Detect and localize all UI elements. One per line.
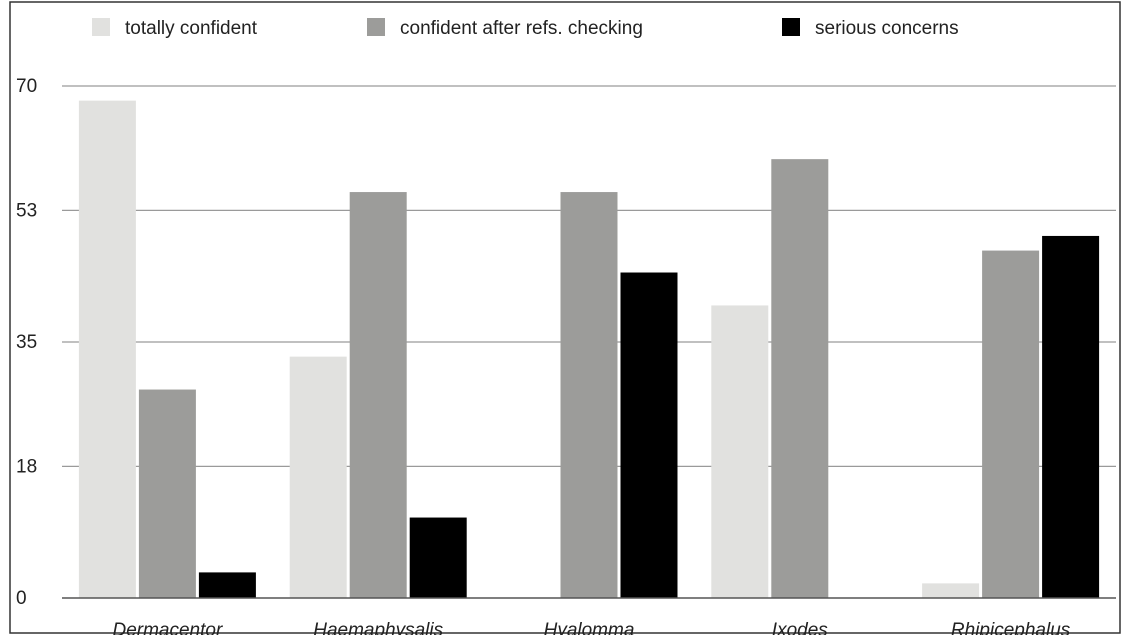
bar-haemaphysalis-series-1 <box>289 356 347 598</box>
y-tick-label: 53 <box>16 200 37 221</box>
y-tick-label: 35 <box>16 332 37 353</box>
y-tick-label: 70 <box>16 76 37 97</box>
legend-swatch <box>367 18 385 36</box>
bar-ixodes-series-2 <box>771 159 829 598</box>
bar-hyalomma-series-2 <box>560 192 618 599</box>
legend: totally confident confident after refs. c… <box>92 18 959 39</box>
x-category-label: Rhipicephalus <box>951 620 1071 635</box>
legend-label: totally confident <box>125 18 258 39</box>
bar-haemaphysalis-series-2 <box>349 192 407 599</box>
x-category-label: Hyalomma <box>544 620 635 635</box>
bar-rhipicephalus-series-3 <box>1042 235 1100 598</box>
bar-haemaphysalis-series-3 <box>409 517 467 598</box>
bar-ixodes-series-1 <box>711 305 769 598</box>
y-tick-label: 0 <box>16 588 27 609</box>
bars <box>78 100 1100 599</box>
chart-frame <box>9 1 1121 634</box>
bar-dermacentor-series-3 <box>198 572 256 598</box>
bar-dermacentor-series-1 <box>78 100 136 598</box>
x-category-label: Dermacentor <box>112 620 222 635</box>
x-category-label: Haemaphysalis <box>313 620 443 635</box>
legend-label: serious concerns <box>815 18 959 39</box>
legend-swatch <box>782 18 800 36</box>
legend-label: confident after refs. checking <box>400 18 643 39</box>
legend-swatch <box>92 18 110 36</box>
bar-hyalomma-series-3 <box>620 272 678 598</box>
bar-rhipicephalus-series-1 <box>922 583 980 598</box>
x-category-label: Ixodes <box>772 620 828 635</box>
bar-dermacentor-series-2 <box>138 389 196 598</box>
y-axis-ticks: 0 18 35 53 70 <box>16 76 37 609</box>
y-tick-label: 18 <box>16 456 37 477</box>
bar-rhipicephalus-series-2 <box>982 250 1040 599</box>
